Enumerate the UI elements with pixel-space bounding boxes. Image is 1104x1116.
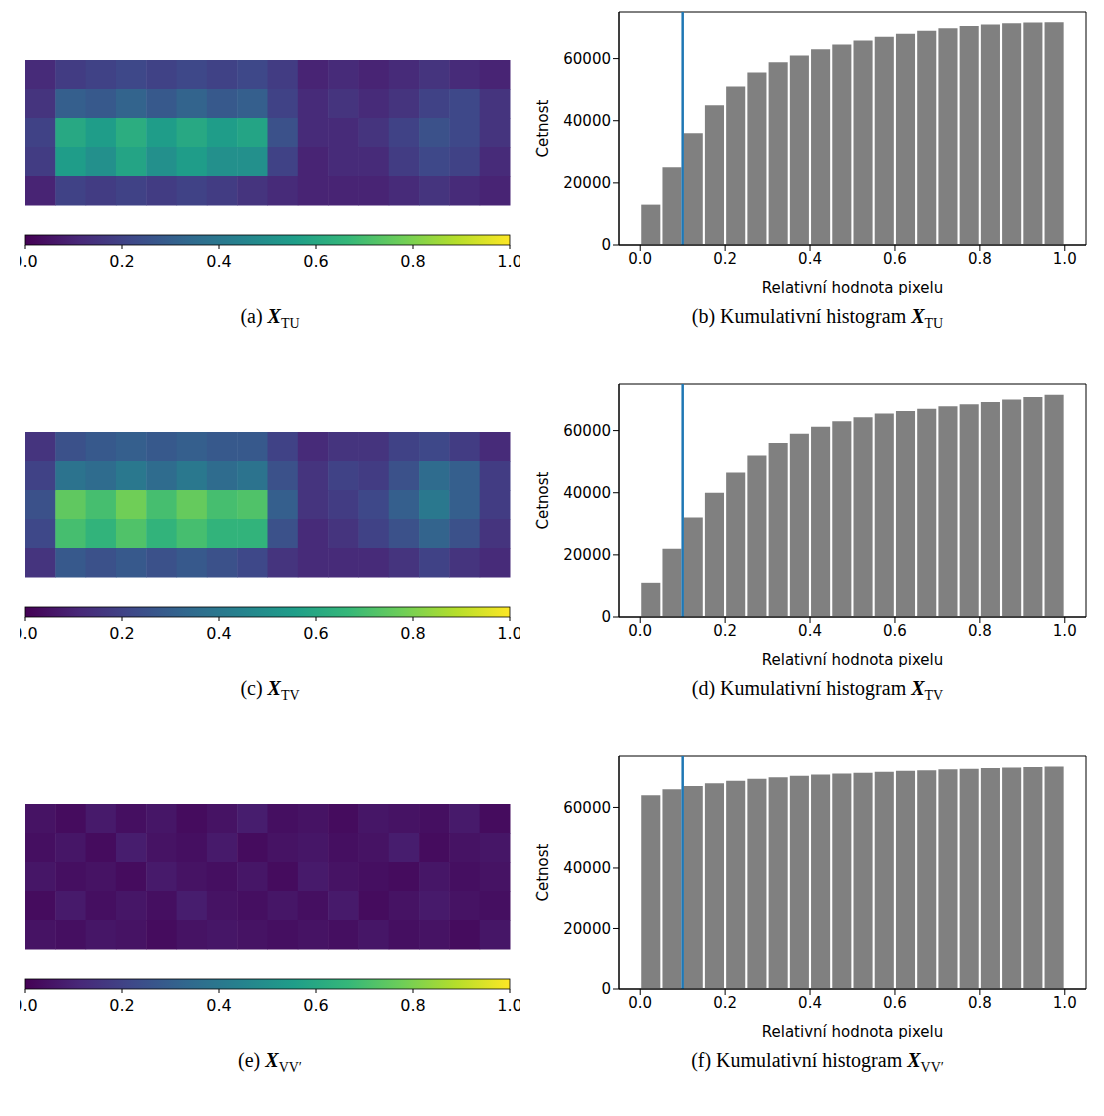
svg-text:60000: 60000 [563,422,611,440]
svg-text:0: 0 [601,608,611,626]
svg-text:Četnost: Četnost [535,843,552,901]
svg-text:1.0: 1.0 [497,252,520,271]
html-text:(d) Kumulativní histogram XTV: (d) Kumulativní histogram XTV [691,677,944,703]
svg-text:0: 0 [601,980,611,998]
svg-text:0.4: 0.4 [206,996,231,1015]
svg-text:40000: 40000 [563,859,611,877]
html-text:(c) XTV: (c) XTV [240,677,300,703]
svg-text:20000: 20000 [563,174,611,192]
svg-text:20000: 20000 [563,920,611,938]
svg-text:1.0: 1.0 [497,624,520,643]
svg-text:0: 0 [601,236,611,254]
svg-text:0.6: 0.6 [303,996,328,1015]
svg-text:0.8: 0.8 [400,252,425,271]
html-text:(b) Kumulativní histogram XTU: (b) Kumulativní histogram XTU [691,305,944,331]
svg-text:0.0: 0.0 [628,994,652,1012]
svg-text:0.4: 0.4 [798,994,822,1012]
svg-text:0.4: 0.4 [798,622,822,640]
html-text:(a) XTU: (a) XTU [240,305,300,331]
svg-text:40000: 40000 [563,112,611,130]
html-text:(e) XVV′: (e) XVV′ [238,1049,302,1075]
svg-text:Četnost: Četnost [535,99,552,157]
svg-text:Relativní hodnota pixelu: Relativní hodnota pixelu [762,1023,943,1039]
svg-text:0.8: 0.8 [400,624,425,643]
svg-text:0.2: 0.2 [713,994,737,1012]
svg-text:Relativní hodnota pixelu: Relativní hodnota pixelu [762,279,943,295]
svg-text:0.8: 0.8 [968,994,992,1012]
svg-text:20000: 20000 [563,546,611,564]
svg-text:0.2: 0.2 [109,996,134,1015]
svg-text:0.8: 0.8 [968,250,992,268]
svg-text:0.4: 0.4 [798,250,822,268]
svg-text:0.2: 0.2 [109,252,134,271]
svg-text:1.0: 1.0 [1053,994,1077,1012]
svg-text:0.6: 0.6 [883,622,907,640]
svg-text:60000: 60000 [563,799,611,817]
svg-text:1.0: 1.0 [497,996,520,1015]
svg-text:0.6: 0.6 [303,624,328,643]
svg-text:0.0: 0.0 [20,252,38,271]
svg-text:1.0: 1.0 [1053,622,1077,640]
svg-text:0.4: 0.4 [206,252,231,271]
svg-text:0.0: 0.0 [628,622,652,640]
svg-text:0.8: 0.8 [400,996,425,1015]
svg-text:0.2: 0.2 [713,622,737,640]
svg-text:Četnost: Četnost [535,471,552,529]
html-text:(f) Kumulativní histogram XVV′: (f) Kumulativní histogram XVV′ [691,1049,944,1075]
svg-text:0.0: 0.0 [20,996,38,1015]
svg-text:0.6: 0.6 [303,252,328,271]
svg-text:0.0: 0.0 [20,624,38,643]
svg-text:60000: 60000 [563,50,611,68]
svg-text:0.6: 0.6 [883,994,907,1012]
svg-text:1.0: 1.0 [1053,250,1077,268]
svg-text:0.8: 0.8 [968,622,992,640]
svg-text:Relativní hodnota pixelu: Relativní hodnota pixelu [762,651,943,667]
svg-text:0.0: 0.0 [628,250,652,268]
svg-text:0.2: 0.2 [109,624,134,643]
svg-text:0.6: 0.6 [883,250,907,268]
svg-text:0.4: 0.4 [206,624,231,643]
svg-text:0.2: 0.2 [713,250,737,268]
svg-text:40000: 40000 [563,484,611,502]
